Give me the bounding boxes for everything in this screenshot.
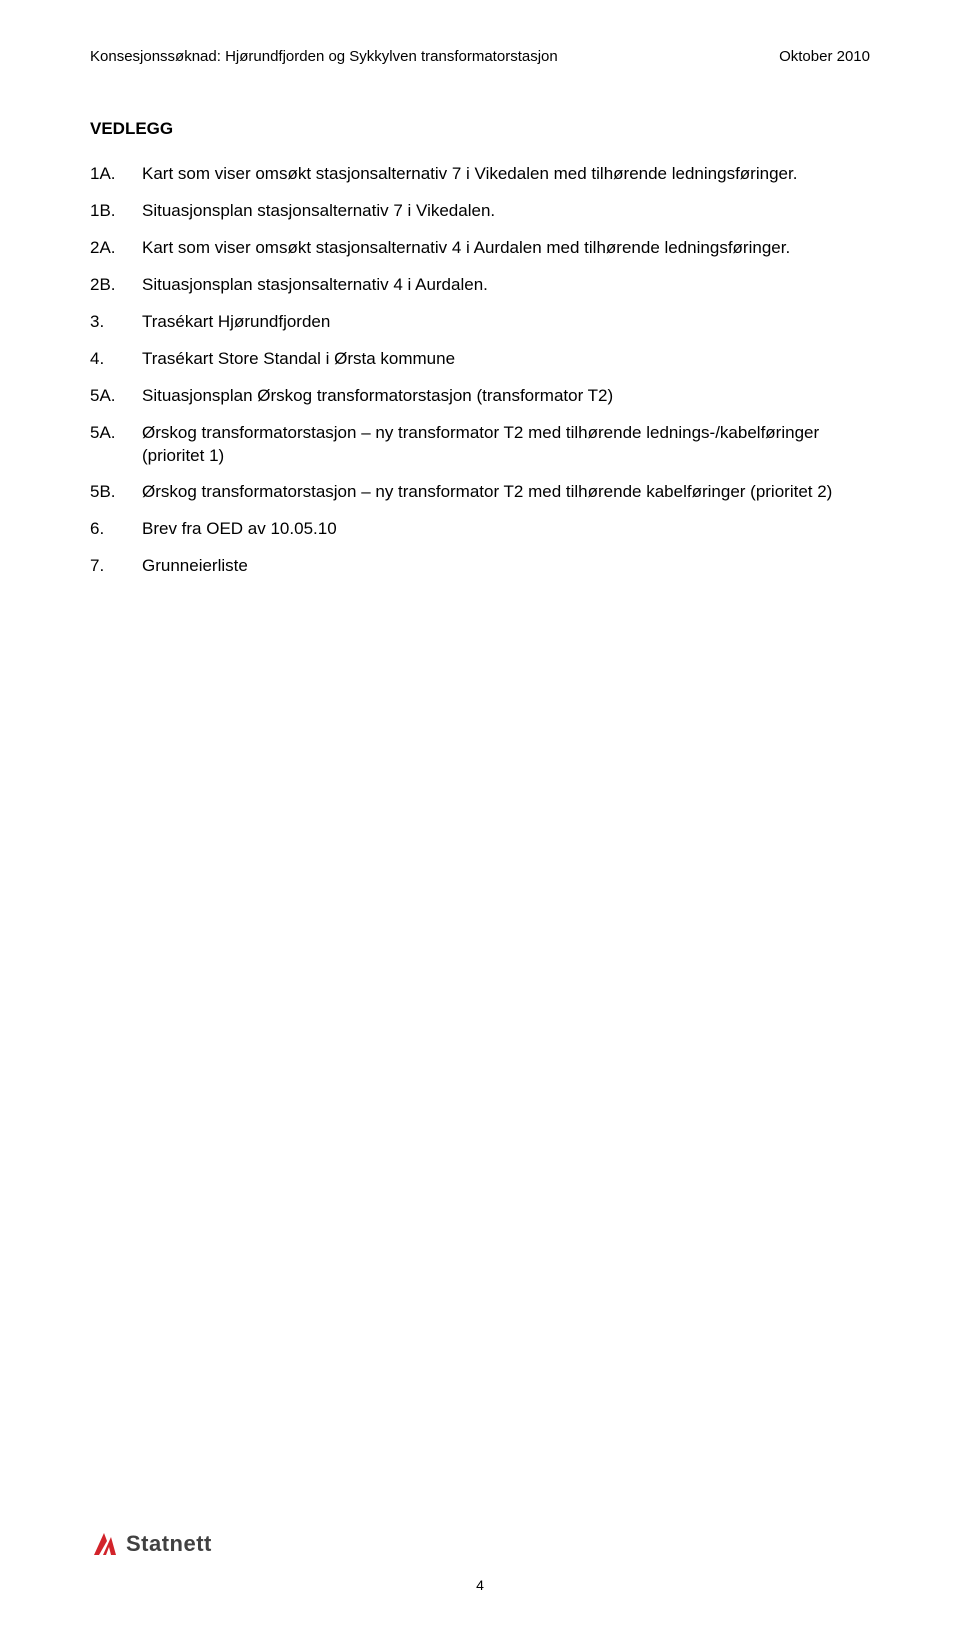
logo-text: Statnett <box>126 1531 212 1557</box>
list-item: 5B. Ørskog transformatorstasjon – ny tra… <box>90 481 870 504</box>
item-text: Trasékart Store Standal i Ørsta kommune <box>142 348 870 371</box>
item-number: 5A. <box>90 422 142 468</box>
header-right: Oktober 2010 <box>779 48 870 65</box>
list-item: 3. Trasékart Hjørundfjorden <box>90 311 870 334</box>
item-text: Grunneierliste <box>142 555 870 578</box>
list-item: 1B. Situasjonsplan stasjonsalternativ 7 … <box>90 200 870 223</box>
item-text: Kart som viser omsøkt stasjonsalternativ… <box>142 163 870 186</box>
item-text: Brev fra OED av 10.05.10 <box>142 518 870 541</box>
item-number: 1A. <box>90 163 142 186</box>
item-text: Ørskog transformatorstasjon – ny transfo… <box>142 481 870 504</box>
section-title: VEDLEGG <box>90 119 870 139</box>
statnett-logo-icon <box>90 1529 120 1559</box>
list-item: 6. Brev fra OED av 10.05.10 <box>90 518 870 541</box>
page-header: Konsesjonssøknad: Hjørundfjorden og Sykk… <box>90 48 870 65</box>
item-number: 2A. <box>90 237 142 260</box>
list-item: 5A. Situasjonsplan Ørskog transformators… <box>90 385 870 408</box>
item-number: 5A. <box>90 385 142 408</box>
list-item: 2B. Situasjonsplan stasjonsalternativ 4 … <box>90 274 870 297</box>
item-number: 5B. <box>90 481 142 504</box>
attachment-list: 1A. Kart som viser omsøkt stasjonsaltern… <box>90 163 870 578</box>
list-item: 1A. Kart som viser omsøkt stasjonsaltern… <box>90 163 870 186</box>
item-number: 1B. <box>90 200 142 223</box>
header-left: Konsesjonssøknad: Hjørundfjorden og Sykk… <box>90 48 558 65</box>
list-item: 5A. Ørskog transformatorstasjon – ny tra… <box>90 422 870 468</box>
item-text: Ørskog transformatorstasjon – ny transfo… <box>142 422 870 468</box>
item-text: Trasékart Hjørundfjorden <box>142 311 870 334</box>
list-item: 4. Trasékart Store Standal i Ørsta kommu… <box>90 348 870 371</box>
item-text: Situasjonsplan Ørskog transformatorstasj… <box>142 385 870 408</box>
item-number: 3. <box>90 311 142 334</box>
document-page: Konsesjonssøknad: Hjørundfjorden og Sykk… <box>0 0 960 1631</box>
item-number: 4. <box>90 348 142 371</box>
page-footer: Statnett 4 <box>90 1529 870 1593</box>
item-text: Kart som viser omsøkt stasjonsalternativ… <box>142 237 870 260</box>
list-item: 7. Grunneierliste <box>90 555 870 578</box>
item-number: 2B. <box>90 274 142 297</box>
item-text: Situasjonsplan stasjonsalternativ 7 i Vi… <box>142 200 870 223</box>
item-number: 6. <box>90 518 142 541</box>
item-number: 7. <box>90 555 142 578</box>
item-text: Situasjonsplan stasjonsalternativ 4 i Au… <box>142 274 870 297</box>
page-number: 4 <box>90 1577 870 1593</box>
list-item: 2A. Kart som viser omsøkt stasjonsaltern… <box>90 237 870 260</box>
logo: Statnett <box>90 1529 870 1559</box>
